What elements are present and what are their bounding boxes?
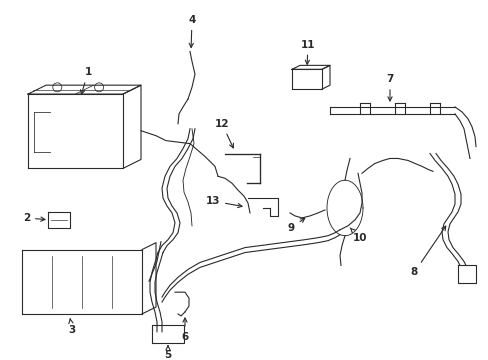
Text: 5: 5 <box>164 346 171 360</box>
Text: 13: 13 <box>205 196 242 208</box>
Text: 7: 7 <box>386 74 393 101</box>
Text: 2: 2 <box>23 213 45 223</box>
Text: 6: 6 <box>181 318 188 342</box>
Text: 3: 3 <box>68 319 76 335</box>
Text: 4: 4 <box>188 15 195 48</box>
Text: 9: 9 <box>287 218 304 233</box>
Text: 12: 12 <box>214 119 233 148</box>
Text: 10: 10 <box>349 228 366 243</box>
Text: 11: 11 <box>300 40 315 64</box>
Text: 8: 8 <box>410 226 445 277</box>
Text: 1: 1 <box>81 67 91 94</box>
